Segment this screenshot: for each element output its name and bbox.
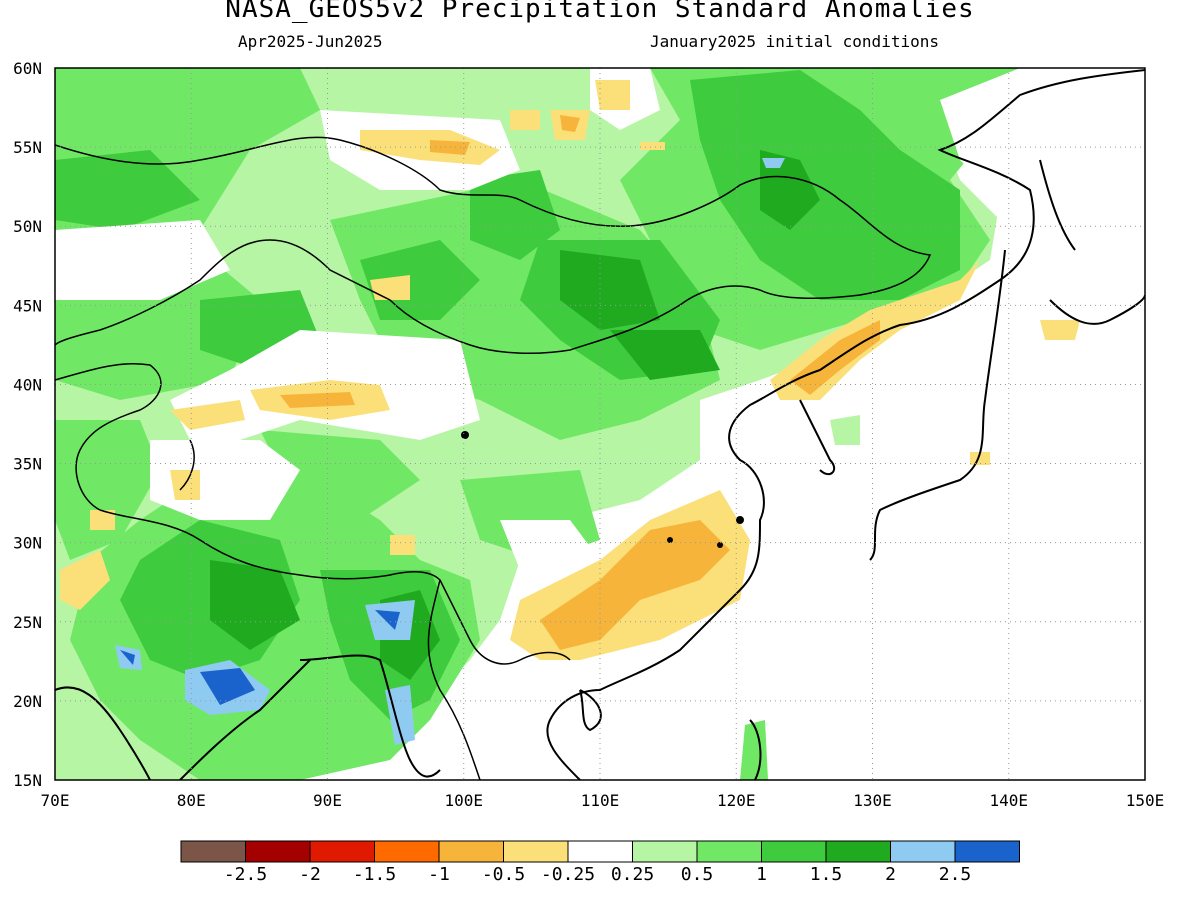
lake-details	[461, 431, 744, 548]
y-tick-label: 35N	[13, 455, 42, 474]
colorbar-label: -2.5	[223, 864, 268, 885]
colorbar-label: 0.5	[680, 864, 714, 885]
colorbar-label: -0.25	[540, 864, 596, 885]
colorbar-swatch	[761, 840, 827, 863]
map-title: NASA_GEOS5v2 Precipitation Standard Anom…	[225, 0, 975, 24]
colorbar-swatch	[825, 840, 891, 863]
colorbar-label: -2	[299, 864, 321, 885]
colorbar-label: 1	[756, 864, 767, 885]
x-tick-label: 110E	[581, 791, 620, 810]
colorbar-label: 2.5	[938, 864, 972, 885]
x-tick-label: 130E	[853, 791, 892, 810]
colorbar-swatch	[438, 840, 504, 863]
y-tick-label: 25N	[13, 613, 42, 632]
y-tick-label: 15N	[13, 771, 42, 790]
colorbar-swatch	[696, 840, 762, 863]
init-label: January2025 initial conditions	[650, 32, 939, 51]
colorbar-label: 2	[885, 864, 896, 885]
plot-frame	[54, 67, 1146, 781]
axis-ticks: 70E 80E 90E 100E 110E 120E 130E 140E 150E 60N 55N 5…	[13, 59, 1164, 810]
borders	[55, 136, 932, 780]
x-tick-label: 70E	[41, 791, 70, 810]
x-tick-label: 90E	[313, 791, 342, 810]
precipitation-anomaly-map: 70E 80E 90E 100E 110E 120E 130E 140E 150E 60N 55N 5…	[13, 59, 1164, 810]
colorbar-swatch	[309, 840, 375, 863]
period-label: Apr2025-Jun2025	[238, 32, 383, 51]
colorbar-label: -1	[428, 864, 450, 885]
colorbar-swatch	[567, 840, 633, 863]
colorbar-swatch	[245, 840, 311, 863]
colorbar-label: 0.25	[610, 864, 655, 885]
y-tick-label: 40N	[13, 375, 42, 394]
x-tick-label: 80E	[177, 791, 206, 810]
y-tick-label: 20N	[13, 692, 42, 711]
grid-lines	[55, 68, 1145, 780]
y-tick-label: 30N	[13, 534, 42, 553]
y-tick-label: 55N	[13, 138, 42, 157]
colorbar-swatch	[374, 840, 440, 863]
coastlines	[55, 69, 1145, 780]
x-tick-label: 100E	[444, 791, 483, 810]
colorbar	[180, 840, 1020, 863]
colorbar-swatch	[632, 840, 698, 863]
x-tick-label: 120E	[717, 791, 756, 810]
y-tick-label: 50N	[13, 217, 42, 236]
x-tick-label: 150E	[1126, 791, 1165, 810]
colorbar-label: 1.5	[809, 864, 843, 885]
x-tick-label: 140E	[989, 791, 1028, 810]
colorbar-swatch	[890, 840, 956, 863]
y-tick-label: 60N	[13, 59, 42, 78]
colorbar-label: -1.5	[352, 864, 397, 885]
y-tick-label: 45N	[13, 296, 42, 315]
colorbar-swatch	[954, 840, 1020, 863]
colorbar-swatch	[503, 840, 569, 863]
colorbar-swatch	[180, 840, 246, 863]
colorbar-label: -0.5	[481, 864, 526, 885]
